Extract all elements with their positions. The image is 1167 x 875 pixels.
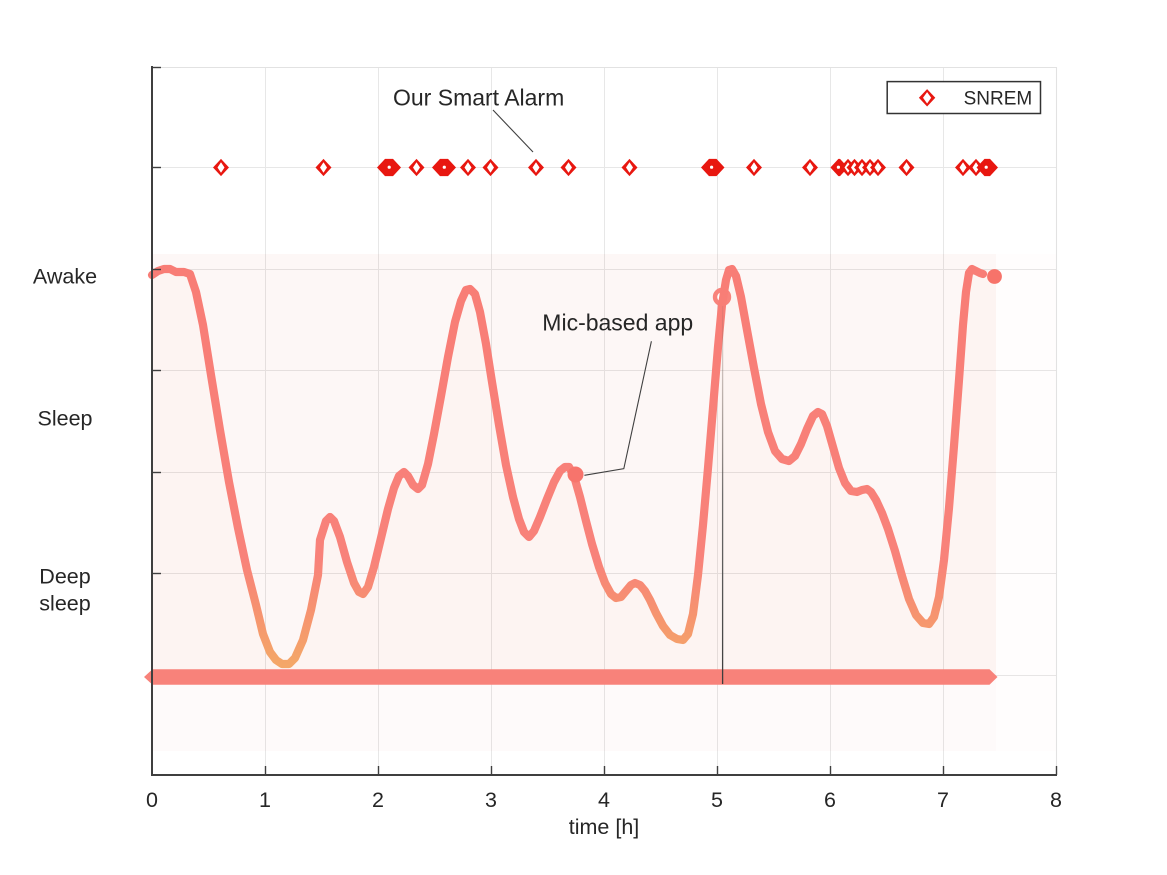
svg-text:Mic-based app: Mic-based app — [542, 310, 693, 336]
svg-text:3: 3 — [485, 788, 497, 812]
svg-text:Our Smart Alarm: Our Smart Alarm — [393, 85, 564, 111]
svg-text:5: 5 — [711, 788, 723, 812]
svg-text:Awake: Awake — [33, 264, 97, 288]
svg-text:Deep: Deep — [39, 564, 90, 588]
svg-text:time [h]: time [h] — [569, 815, 640, 839]
svg-text:Sleep: Sleep — [38, 406, 93, 430]
svg-text:6: 6 — [824, 788, 836, 812]
svg-text:0: 0 — [146, 788, 158, 812]
svg-text:7: 7 — [937, 788, 949, 812]
svg-text:4: 4 — [598, 788, 610, 812]
svg-text:SNREM: SNREM — [964, 88, 1033, 109]
svg-text:sleep: sleep — [39, 592, 90, 616]
svg-text:1: 1 — [259, 788, 271, 812]
svg-text:8: 8 — [1050, 788, 1062, 812]
svg-text:2: 2 — [372, 788, 384, 812]
